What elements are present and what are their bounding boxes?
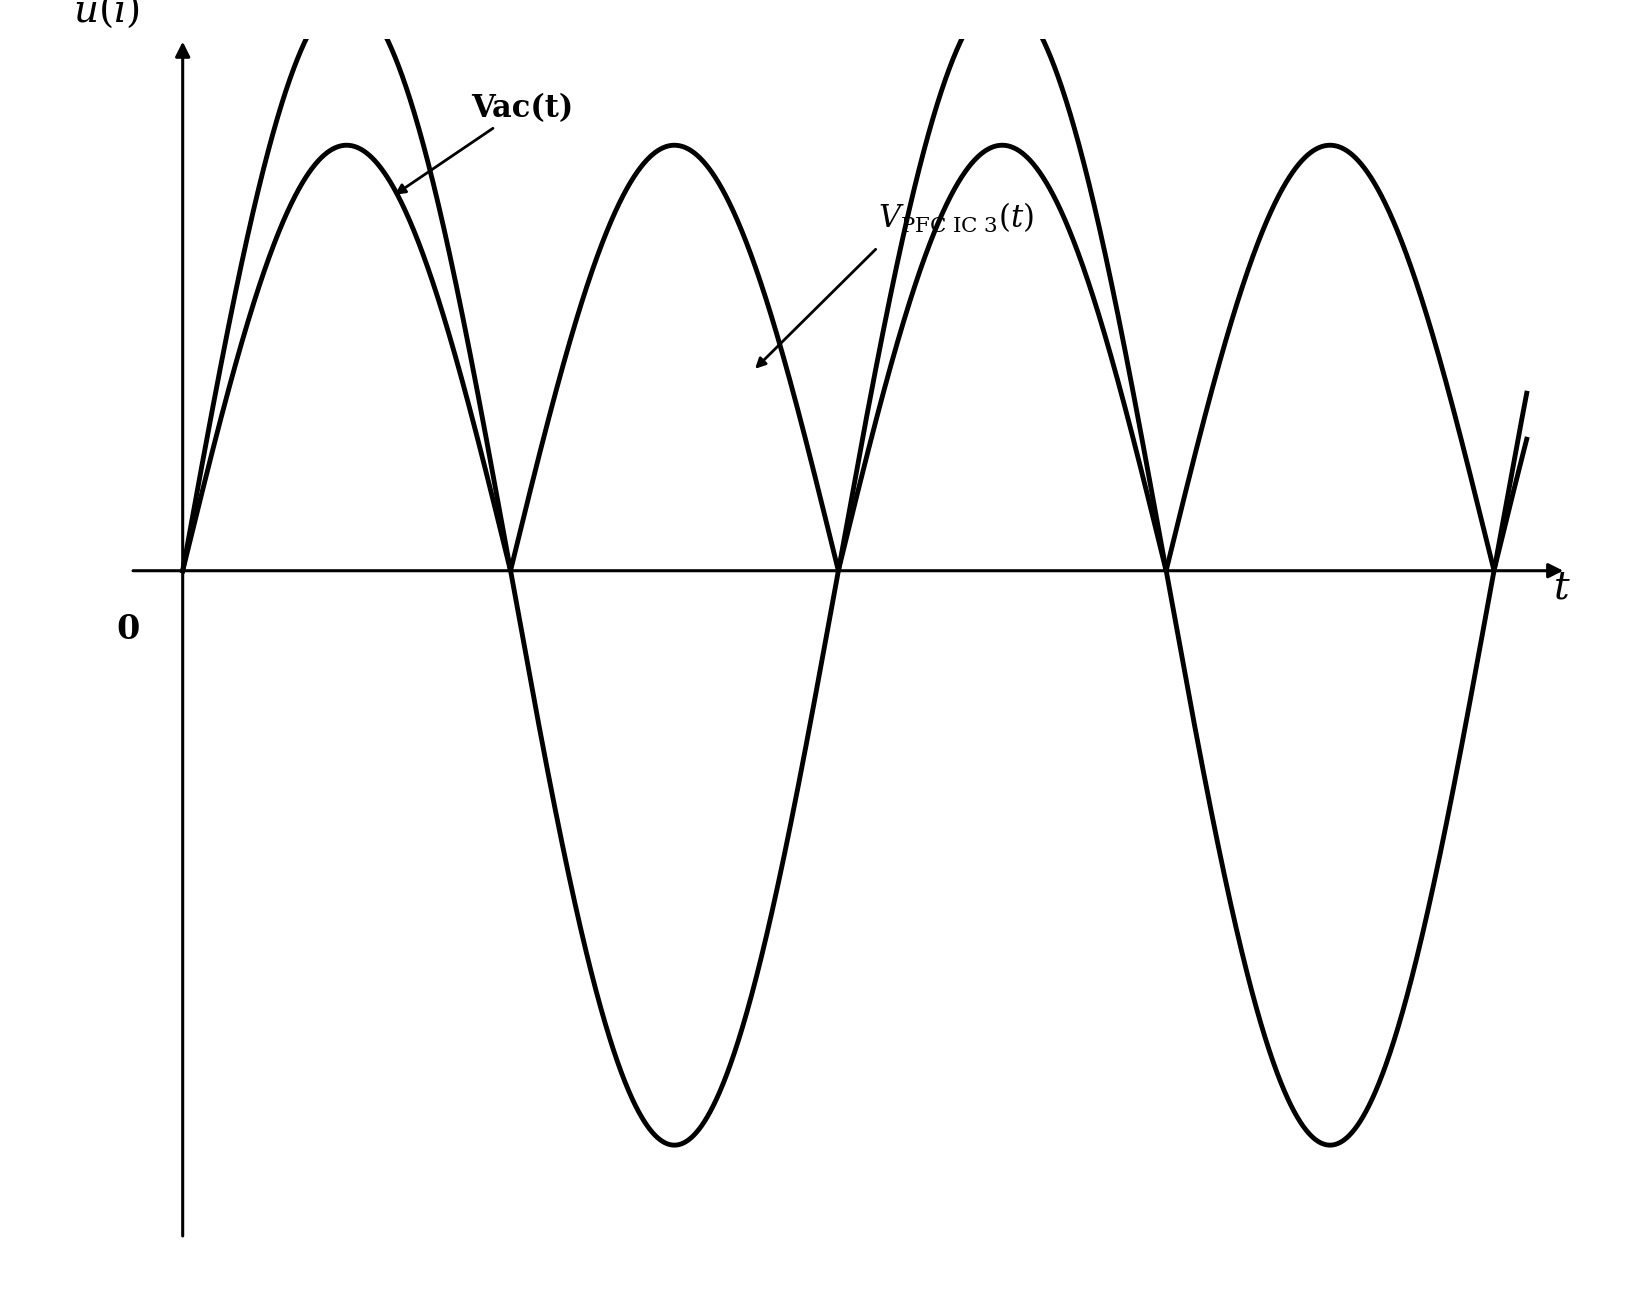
Text: $t$: $t$ xyxy=(1553,569,1571,607)
Text: Vac(t): Vac(t) xyxy=(397,93,573,193)
Text: 0: 0 xyxy=(117,614,140,646)
Text: $V_{\mathrm{PFC\ IC\ 3}}(t)$: $V_{\mathrm{PFC\ IC\ 3}}(t)$ xyxy=(877,201,1034,234)
Text: $u(i)$: $u(i)$ xyxy=(73,0,140,30)
